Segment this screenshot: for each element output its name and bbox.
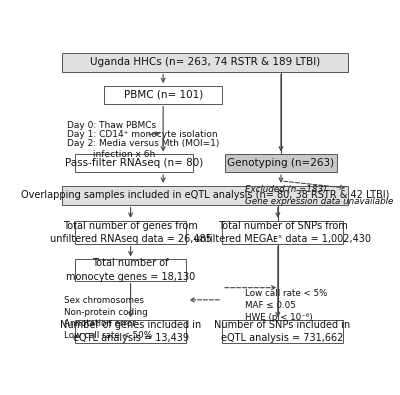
Text: Number of genes included in
eQTL analysis = 13,439: Number of genes included in eQTL analysi… — [60, 320, 201, 343]
Text: Pass-filter RNAseq (n= 80): Pass-filter RNAseq (n= 80) — [64, 158, 203, 168]
Text: Genotyping (n=263): Genotyping (n=263) — [227, 158, 334, 168]
Text: Day 0: Thaw PBMCs: Day 0: Thaw PBMCs — [67, 121, 156, 130]
FancyBboxPatch shape — [222, 221, 343, 244]
Text: Number of SNPs included in
eQTL analysis = 731,662: Number of SNPs included in eQTL analysis… — [214, 320, 351, 343]
Text: Total number of SNPs from
unfiltered MEGAᴇˣ data = 1,002,430: Total number of SNPs from unfiltered MEG… — [194, 220, 371, 244]
Text: Total number of
monocyte genes = 18,130: Total number of monocyte genes = 18,130 — [66, 258, 195, 282]
Text: Day 2: Media versus Mth (MOI=1)
         infection x 6h: Day 2: Media versus Mth (MOI=1) infectio… — [67, 139, 220, 160]
FancyBboxPatch shape — [75, 320, 186, 343]
Text: Uganda HHCs (n= 263, 74 RSTR & 189 LTBI): Uganda HHCs (n= 263, 74 RSTR & 189 LTBI) — [90, 57, 320, 67]
Text: Total number of genes from
unfiltered RNAseq data = 26,485: Total number of genes from unfiltered RN… — [50, 220, 212, 244]
FancyBboxPatch shape — [104, 86, 222, 103]
Text: Excluded (n =183)
Gene expression data unavailable: Excluded (n =183) Gene expression data u… — [245, 185, 394, 206]
Text: Day 1: CD14⁺ monocyte isolation: Day 1: CD14⁺ monocyte isolation — [67, 130, 218, 139]
FancyBboxPatch shape — [222, 320, 343, 343]
Text: PBMC (n= 101): PBMC (n= 101) — [124, 90, 203, 100]
FancyBboxPatch shape — [225, 154, 337, 172]
FancyBboxPatch shape — [75, 221, 186, 244]
FancyBboxPatch shape — [75, 154, 193, 172]
FancyBboxPatch shape — [75, 260, 186, 281]
FancyBboxPatch shape — [62, 53, 348, 72]
Text: Overlapping samples included in eQTL analysis (n= 80, 38 RSTR & 42 LTBI): Overlapping samples included in eQTL ana… — [21, 190, 389, 200]
Text: Sex chromosomes
Non-protein coding
Annotation error
Low call rate < 50%: Sex chromosomes Non-protein coding Annot… — [64, 296, 152, 340]
Text: Low call rate < 5%
MAF ≤ 0.05
HWE (p < 10⁻⁶): Low call rate < 5% MAF ≤ 0.05 HWE (p < 1… — [245, 289, 328, 322]
FancyBboxPatch shape — [62, 186, 348, 205]
